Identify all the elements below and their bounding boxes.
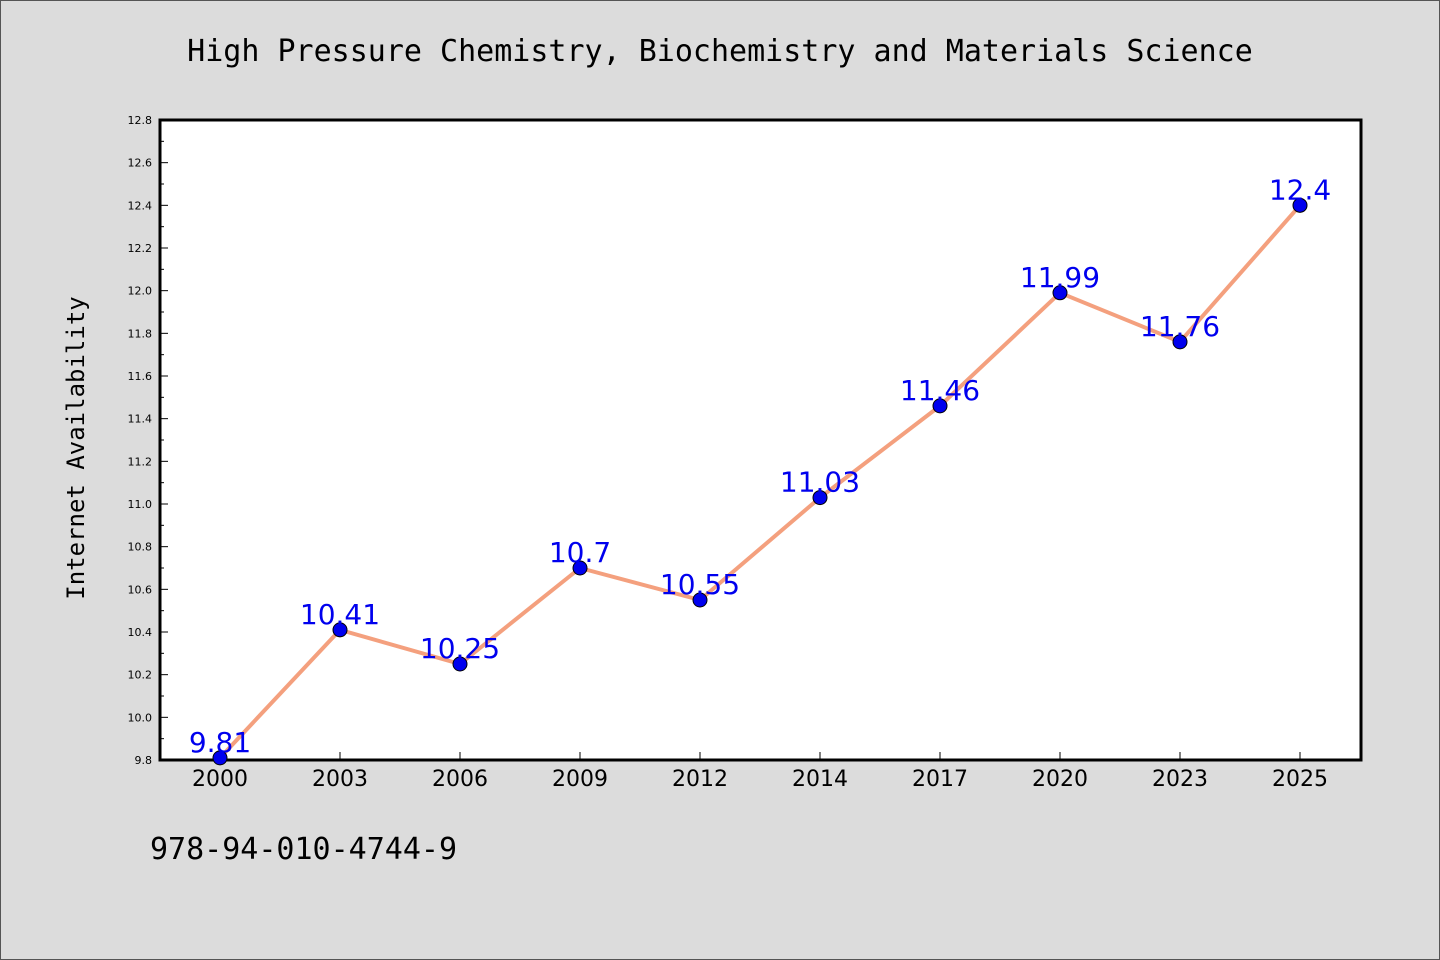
y-tick-label: 12.4 (128, 199, 153, 212)
data-point (932, 398, 948, 414)
x-tick-label: 2017 (912, 767, 968, 792)
y-tick-label: 11.0 (128, 498, 153, 511)
x-axis: 2000 2003 2006 2009 2012 2014 2017 2020 2023 2025 (192, 752, 1328, 792)
y-tick-label: 10.6 (128, 583, 153, 596)
data-point (1052, 285, 1068, 301)
y-tick-label: 10.8 (128, 541, 153, 554)
plot-area (158, 118, 1363, 762)
y-tick-label: 9.8 (135, 754, 153, 767)
y-tick-label: 12.2 (128, 242, 153, 255)
data-point (452, 656, 468, 672)
x-tick-label: 2012 (672, 767, 728, 792)
isbn-text: 978-94-010-4744-9 (150, 832, 458, 867)
data-point (1292, 197, 1308, 213)
x-tick-label: 2000 (192, 767, 248, 792)
data-label: 11.03 (780, 466, 860, 499)
y-axis: 9.8 10.0 10.2 10.4 10.6 10.8 11.0 11.2 11.4 11.6 1… (128, 114, 168, 767)
data-point (692, 592, 708, 608)
x-tick-label: 2025 (1272, 767, 1328, 792)
series-line (218, 204, 1302, 760)
data-point (332, 622, 348, 638)
data-label: 10.7 (549, 536, 611, 569)
y-tick-label: 11.8 (128, 327, 153, 340)
chart-title: High Pressure Chemistry, Biochemistry an… (187, 34, 1253, 69)
y-axis-label: Internet Availability (62, 296, 90, 599)
y-tick-label: 10.2 (128, 669, 153, 682)
data-label: 12.4 (1269, 173, 1331, 206)
data-label: 11.46 (900, 374, 980, 407)
data-point (1172, 334, 1188, 350)
x-tick-label: 2009 (552, 767, 608, 792)
x-tick-label: 2003 (312, 767, 368, 792)
data-label: 10.25 (420, 632, 500, 665)
series-polyline (218, 204, 1302, 760)
x-tick-label: 2006 (432, 767, 488, 792)
data-label: 11.76 (1140, 310, 1220, 343)
x-tick-label: 2023 (1152, 767, 1208, 792)
data-label: 11.99 (1020, 261, 1100, 294)
x-tick-label: 2014 (792, 767, 848, 792)
data-label: 10.55 (660, 568, 740, 601)
y-tick-label: 11.2 (128, 455, 153, 468)
y-tick-label: 10.4 (128, 626, 153, 639)
y-tick-label: 12.6 (128, 157, 153, 170)
y-tick-label: 12.0 (128, 285, 153, 298)
y-tick-label: 10.0 (128, 711, 153, 724)
y-tick-label: 12.8 (128, 114, 153, 127)
y-tick-label: 11.4 (128, 413, 153, 426)
data-point (572, 560, 588, 576)
data-labels: 9.81 10.41 10.25 10.7 10.55 11.03 11.46 11.99 11… (189, 173, 1331, 759)
data-label: 9.81 (189, 726, 251, 759)
data-markers (212, 197, 1308, 766)
x-tick-label: 2020 (1032, 767, 1088, 792)
data-point (212, 750, 228, 766)
y-tick-label: 11.6 (128, 370, 153, 383)
data-point (812, 490, 828, 506)
data-label: 10.41 (300, 598, 380, 631)
